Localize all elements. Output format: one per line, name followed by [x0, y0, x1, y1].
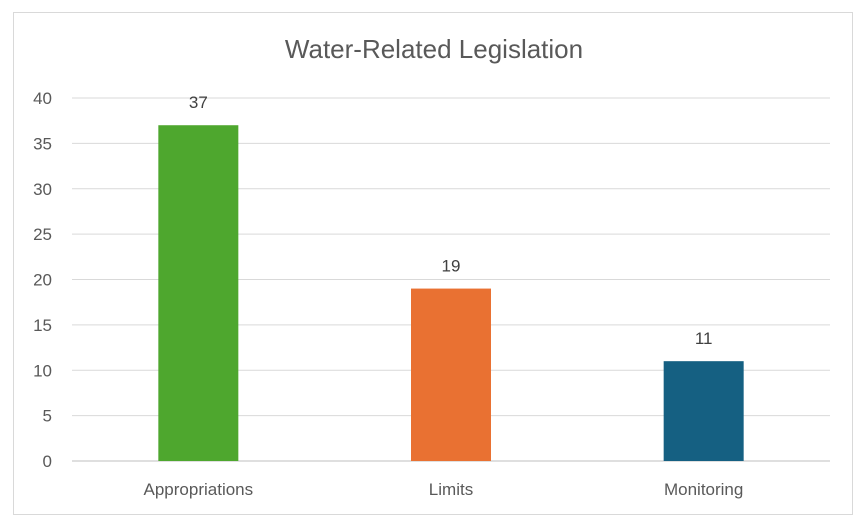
- data-label: 19: [442, 257, 461, 276]
- y-tick-label: 30: [33, 180, 52, 199]
- y-tick-label: 10: [33, 361, 52, 380]
- x-tick-label: Appropriations: [144, 480, 254, 499]
- chart-title: Water-Related Legislation: [285, 34, 583, 64]
- bar-monitoring: [663, 361, 744, 461]
- x-tick-label: Limits: [429, 480, 473, 499]
- x-tick-label: Monitoring: [664, 480, 743, 499]
- y-tick-label: 5: [43, 407, 52, 426]
- y-tick-label: 0: [43, 452, 52, 471]
- data-label: 11: [695, 329, 713, 348]
- y-tick-label: 40: [33, 89, 52, 108]
- chart-frame: [13, 12, 853, 515]
- bar-appropriations: [158, 125, 239, 461]
- y-tick-label: 15: [33, 316, 52, 335]
- y-tick-label: 20: [33, 271, 52, 290]
- y-tick-label: 35: [33, 134, 52, 153]
- y-tick-label: 25: [33, 225, 52, 244]
- data-label: 37: [189, 93, 208, 112]
- bar-limits: [411, 288, 491, 461]
